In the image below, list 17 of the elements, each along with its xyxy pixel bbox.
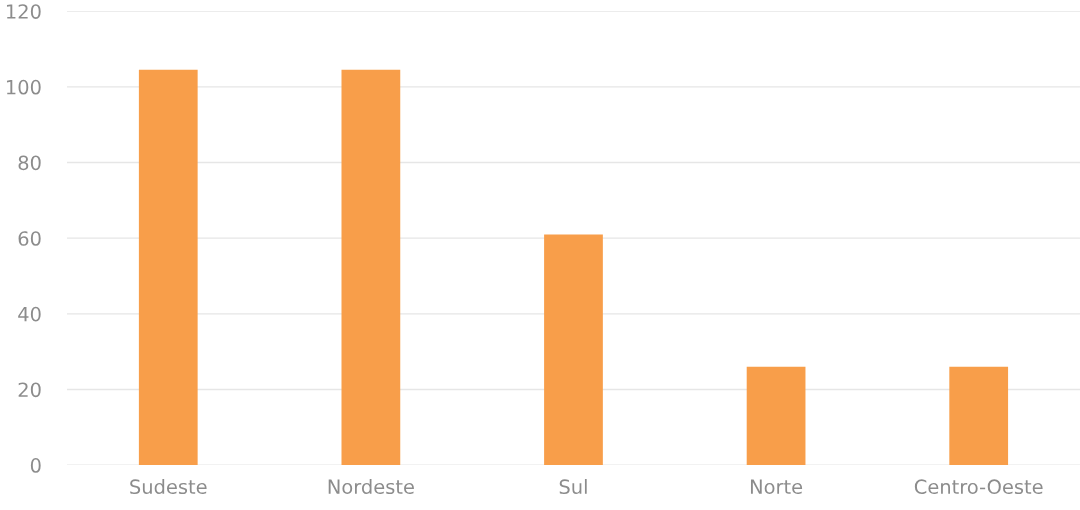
y-tick-label: 60 [18,231,41,246]
y-tick-label: 20 [18,382,41,398]
x-tick-label: Sudeste [130,479,207,495]
bar [544,234,603,466]
x-tick-label: Sul [559,479,587,495]
x-tick-label: Centro-Oeste [914,479,1043,495]
y-tick-label: 80 [18,155,41,171]
x-tick-label: Nordeste [328,479,414,495]
bar [949,366,1009,466]
y-tick-label: 0 [30,458,41,473]
bar [746,366,806,466]
y-tick-label: 40 [18,306,41,322]
bar [341,69,401,466]
y-tick-label: 100 [6,79,41,95]
bar [138,69,198,466]
y-tick-label: 120 [6,4,41,19]
x-tick-label: Norte [750,479,803,495]
